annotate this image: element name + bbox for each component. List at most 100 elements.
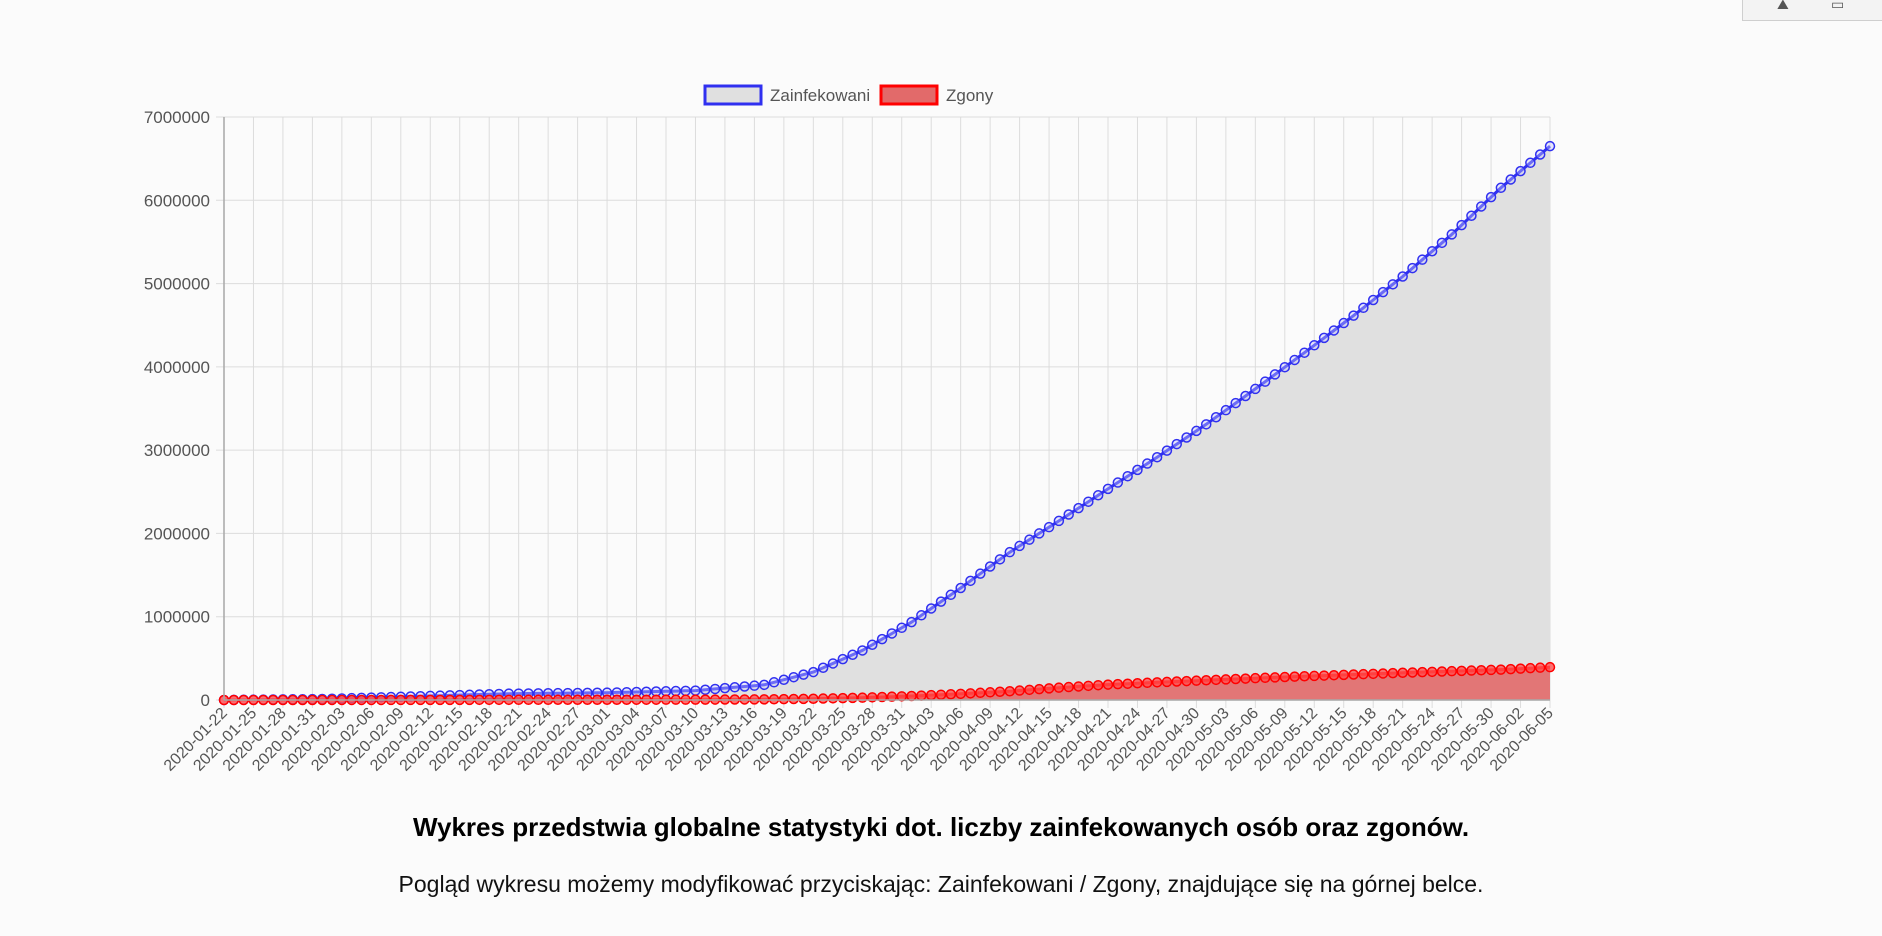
data-point	[788, 671, 799, 683]
image-icon[interactable]: ⛰	[1777, 0, 1789, 12]
data-point	[1367, 294, 1379, 306]
data-point	[867, 639, 878, 651]
data-point	[1220, 674, 1232, 685]
data-point	[916, 690, 927, 701]
data-point	[1358, 668, 1369, 680]
data-point	[749, 680, 760, 691]
data-point	[1171, 438, 1183, 450]
data-point	[1053, 682, 1065, 693]
series-area-1	[224, 667, 1550, 700]
data-point	[857, 645, 868, 656]
data-point	[1083, 680, 1094, 692]
data-point	[984, 561, 996, 572]
data-point	[1024, 534, 1035, 545]
y-tick-label: 1000000	[144, 608, 210, 627]
data-point	[719, 682, 731, 694]
data-point	[739, 681, 750, 692]
data-point	[1269, 672, 1281, 683]
y-tick-label: 5000000	[144, 275, 210, 294]
data-point	[896, 691, 907, 702]
data-point	[1043, 683, 1055, 694]
data-point	[1269, 369, 1281, 380]
data-point	[1083, 496, 1094, 507]
data-point	[758, 679, 770, 691]
data-point	[1092, 490, 1104, 501]
data-point	[1230, 397, 1241, 409]
covid-chart: 0 1000000 2000000 3000000 4000000 5000000 6000…	[144, 84, 1557, 775]
data-point	[1534, 149, 1546, 160]
data-point	[1358, 302, 1369, 314]
data-point	[1053, 515, 1065, 527]
data-point	[1112, 477, 1124, 488]
data-point	[1122, 470, 1133, 482]
data-point	[965, 688, 976, 699]
data-point	[1466, 665, 1477, 676]
data-point	[1505, 663, 1516, 675]
data-point	[837, 692, 849, 704]
data-point	[729, 682, 741, 693]
data-point	[1367, 668, 1379, 680]
data-point	[847, 692, 858, 704]
data-point	[1004, 686, 1016, 697]
data-point	[1475, 201, 1487, 212]
data-point	[1181, 675, 1192, 687]
data-point	[1318, 332, 1330, 344]
data-point	[1250, 672, 1261, 684]
data-point	[1417, 254, 1428, 265]
chart-points	[218, 140, 1556, 706]
data-point	[975, 568, 986, 579]
data-point	[1151, 677, 1163, 688]
series-area-0	[224, 146, 1550, 701]
data-point	[1328, 669, 1340, 681]
chart-caption-title: Wykres przedstwia globalne statystyki do…	[412, 812, 1470, 842]
data-point	[1240, 673, 1251, 684]
data-point	[955, 688, 966, 700]
y-tick-label: 4000000	[144, 358, 210, 377]
data-point	[670, 685, 682, 697]
data-point	[1200, 419, 1212, 430]
data-point	[1475, 664, 1487, 676]
data-point	[1309, 670, 1320, 682]
data-point	[896, 622, 907, 634]
y-tick-label: 6000000	[144, 191, 210, 210]
data-point	[1387, 667, 1399, 679]
data-point	[690, 685, 701, 696]
data-point	[1544, 661, 1556, 673]
data-point	[1407, 667, 1418, 678]
data-point	[660, 686, 672, 697]
data-point	[808, 666, 819, 678]
data-point	[906, 616, 917, 628]
data-point	[1544, 140, 1556, 152]
data-point	[1063, 681, 1074, 693]
legend-label[interactable]: Zgony	[946, 86, 994, 105]
data-point	[817, 662, 829, 674]
window-icon[interactable]: ▭	[1831, 0, 1845, 12]
data-point	[1426, 666, 1438, 678]
data-point	[808, 693, 819, 705]
data-point	[945, 589, 957, 601]
data-point	[975, 687, 986, 699]
data-point	[935, 689, 947, 700]
data-point	[1436, 666, 1448, 677]
data-point	[778, 693, 790, 705]
chart-caption-text: Pogląd wykresu możemy modyfikować przyci…	[398, 871, 1484, 897]
data-point	[1289, 671, 1300, 682]
data-point	[916, 610, 927, 621]
data-point	[1210, 411, 1222, 423]
data-point	[886, 628, 898, 639]
data-point	[1191, 425, 1202, 437]
data-point	[994, 686, 1006, 698]
y-tick-label: 2000000	[144, 524, 210, 543]
data-point	[1338, 317, 1349, 329]
data-point	[1318, 670, 1330, 681]
data-point	[876, 633, 888, 645]
window-corner-toolbar: ⛰ ▭	[1742, 0, 1882, 21]
data-point	[1426, 246, 1438, 257]
data-point	[1259, 376, 1271, 387]
data-point	[1230, 673, 1241, 685]
data-point	[1456, 219, 1467, 231]
legend-label[interactable]: Zainfekowani	[770, 86, 870, 105]
data-point	[925, 689, 937, 701]
data-point	[1495, 664, 1507, 675]
data-point	[1279, 671, 1291, 683]
